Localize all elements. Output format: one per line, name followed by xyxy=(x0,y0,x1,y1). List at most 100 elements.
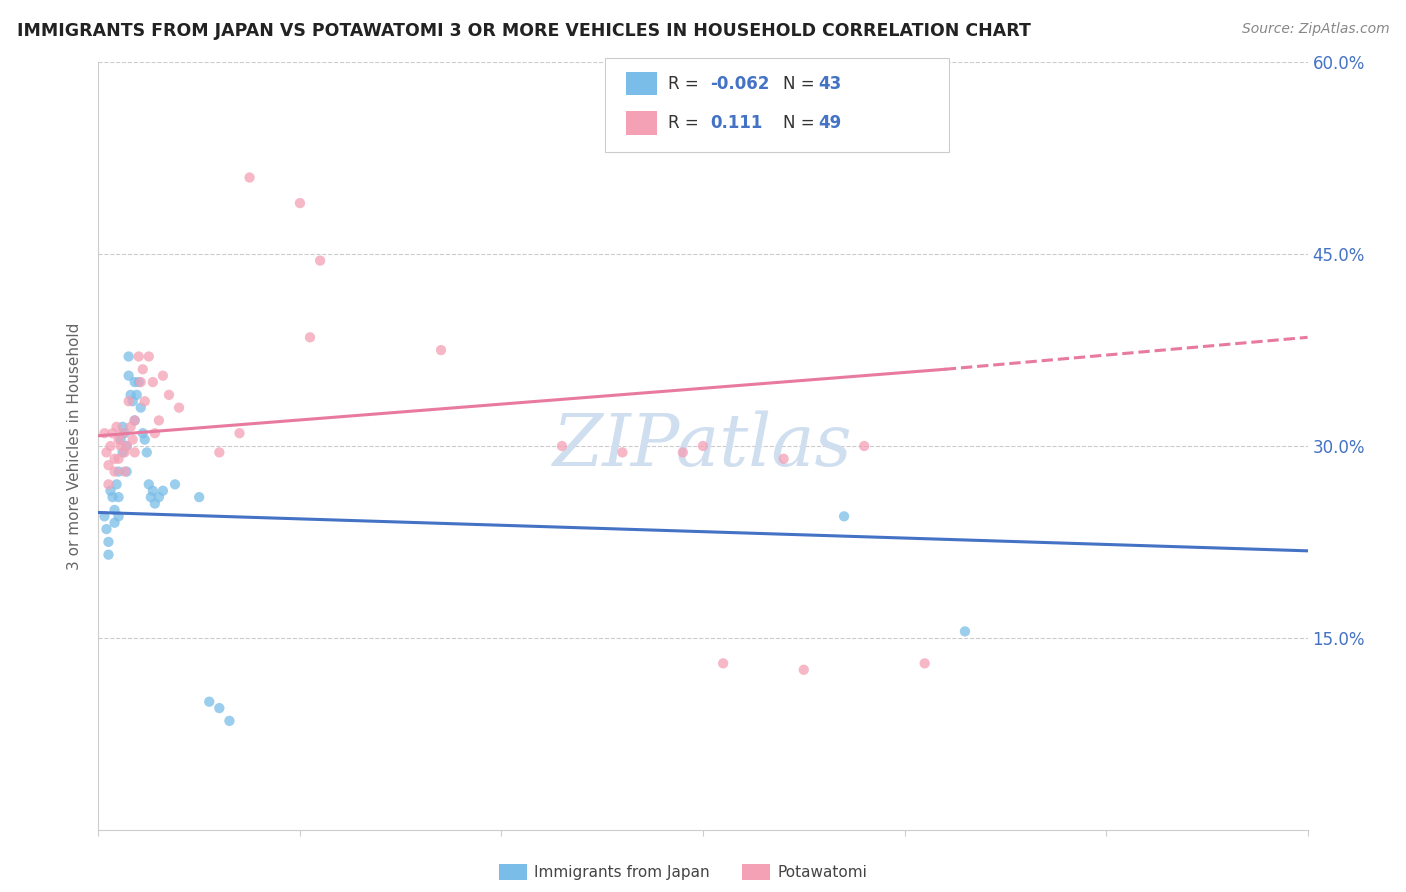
Text: 49: 49 xyxy=(818,114,842,132)
Point xyxy=(152,368,174,383)
Point xyxy=(167,401,190,415)
Point xyxy=(157,388,180,402)
Point xyxy=(132,362,155,376)
Point xyxy=(101,490,124,504)
Point xyxy=(124,375,146,389)
Point xyxy=(135,445,157,459)
Point xyxy=(853,439,876,453)
Text: ZIPatlas: ZIPatlas xyxy=(553,410,853,482)
Point xyxy=(148,490,170,504)
Point xyxy=(124,413,146,427)
Point xyxy=(101,426,124,441)
Point xyxy=(107,451,129,466)
Point xyxy=(793,663,815,677)
Point xyxy=(124,413,146,427)
Point xyxy=(107,509,129,524)
Text: R =: R = xyxy=(668,114,704,132)
Point xyxy=(96,522,118,536)
Point xyxy=(107,465,129,479)
Point xyxy=(103,451,125,466)
Point xyxy=(188,490,211,504)
Point xyxy=(118,368,141,383)
Point xyxy=(110,433,132,447)
Text: N =: N = xyxy=(783,114,820,132)
Point xyxy=(103,516,125,530)
Point xyxy=(111,445,134,459)
Point xyxy=(430,343,453,358)
Point xyxy=(107,433,129,447)
Text: 43: 43 xyxy=(818,75,842,93)
Text: 0.111: 0.111 xyxy=(710,114,762,132)
Point xyxy=(115,439,138,453)
Point xyxy=(134,433,156,447)
Point xyxy=(129,401,152,415)
Point xyxy=(100,439,122,453)
Point xyxy=(914,657,936,671)
Text: R =: R = xyxy=(668,75,704,93)
Point xyxy=(105,477,128,491)
Point xyxy=(120,388,142,402)
Point xyxy=(152,483,174,498)
Point xyxy=(128,375,150,389)
Point xyxy=(143,496,166,510)
Point xyxy=(118,394,141,409)
Point xyxy=(299,330,322,344)
Text: IMMIGRANTS FROM JAPAN VS POTAWATOMI 3 OR MORE VEHICLES IN HOUSEHOLD CORRELATION : IMMIGRANTS FROM JAPAN VS POTAWATOMI 3 OR… xyxy=(17,22,1031,40)
Point xyxy=(288,196,311,211)
Y-axis label: 3 or more Vehicles in Household: 3 or more Vehicles in Household xyxy=(67,322,83,570)
Point xyxy=(129,375,152,389)
Text: N =: N = xyxy=(783,75,820,93)
Point xyxy=(115,465,138,479)
Point xyxy=(97,458,120,473)
Point xyxy=(134,394,156,409)
Point xyxy=(228,426,250,441)
Text: -0.062: -0.062 xyxy=(710,75,769,93)
Point xyxy=(120,420,142,434)
Point xyxy=(118,350,141,364)
Point xyxy=(125,388,148,402)
Point xyxy=(139,490,162,504)
Point xyxy=(142,375,165,389)
Point xyxy=(103,465,125,479)
Point xyxy=(138,477,160,491)
Point xyxy=(692,439,714,453)
Point xyxy=(121,433,143,447)
Point xyxy=(105,420,128,434)
Point xyxy=(551,439,574,453)
Point xyxy=(612,445,634,459)
Text: Potawatomi: Potawatomi xyxy=(778,865,868,880)
Point xyxy=(103,503,125,517)
Point xyxy=(142,483,165,498)
Point xyxy=(198,695,221,709)
Point xyxy=(93,509,115,524)
Text: Source: ZipAtlas.com: Source: ZipAtlas.com xyxy=(1241,22,1389,37)
Point xyxy=(121,394,143,409)
Point xyxy=(128,350,150,364)
Point xyxy=(148,413,170,427)
Point xyxy=(97,477,120,491)
Point xyxy=(115,439,138,453)
Point xyxy=(309,253,332,268)
Point xyxy=(138,350,160,364)
Point xyxy=(110,439,132,453)
Point xyxy=(97,548,120,562)
Point xyxy=(114,426,136,441)
Point xyxy=(143,426,166,441)
Point xyxy=(132,426,155,441)
Point xyxy=(218,714,240,728)
Point xyxy=(93,426,115,441)
Point xyxy=(239,170,262,185)
Point xyxy=(208,445,231,459)
Point xyxy=(124,445,146,459)
Point xyxy=(953,624,976,639)
Point xyxy=(692,132,714,146)
Point xyxy=(114,445,136,459)
Point xyxy=(772,451,794,466)
Point xyxy=(107,490,129,504)
Point xyxy=(100,483,122,498)
Text: Immigrants from Japan: Immigrants from Japan xyxy=(534,865,710,880)
Point xyxy=(711,657,734,671)
Point xyxy=(672,445,695,459)
Point xyxy=(114,465,136,479)
Point xyxy=(208,701,231,715)
